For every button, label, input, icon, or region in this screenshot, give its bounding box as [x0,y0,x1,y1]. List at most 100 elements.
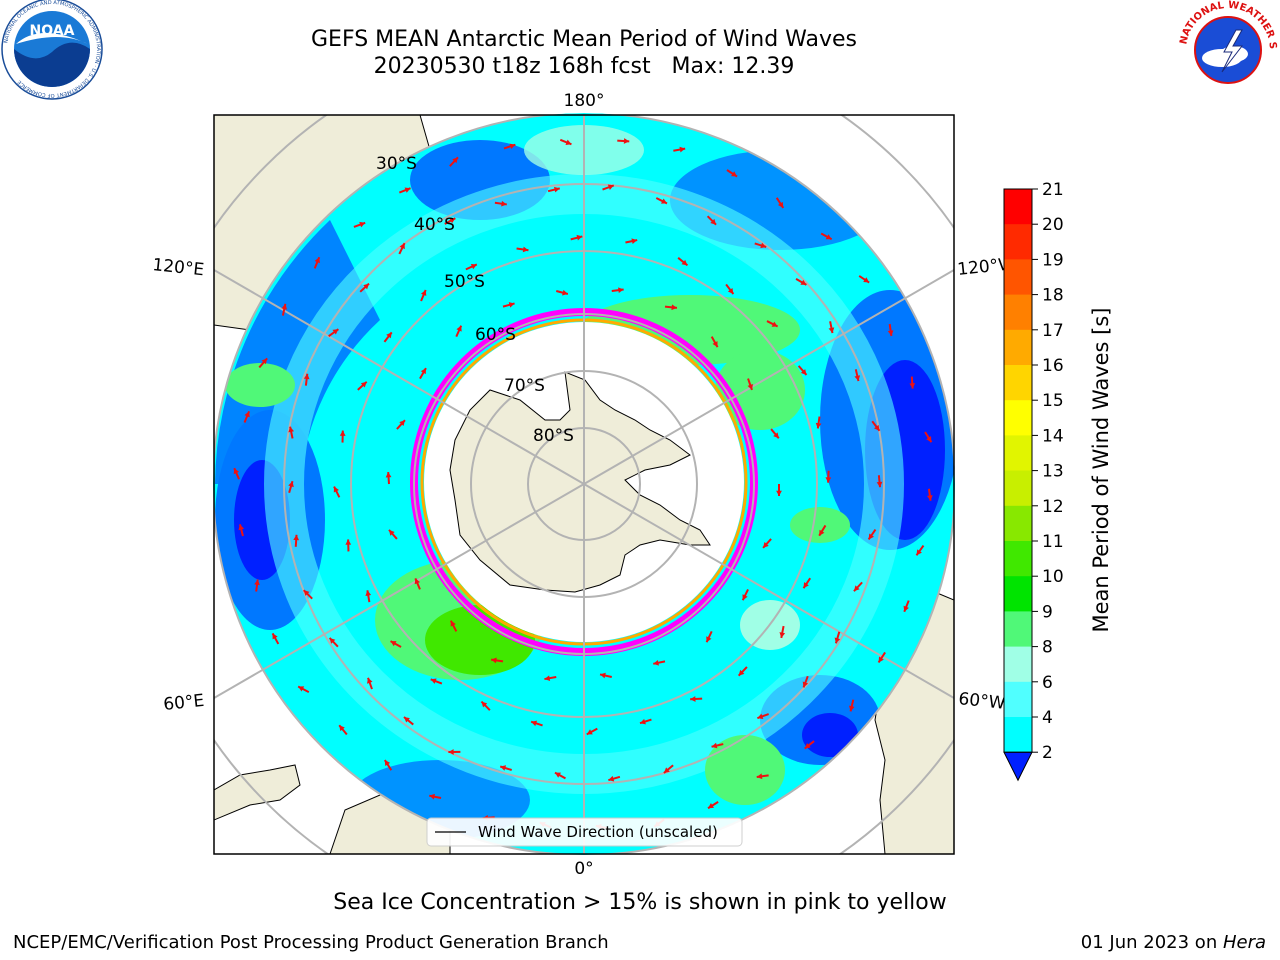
colorbar-tick-label: 15 [1042,391,1064,411]
wave-arrow-head [429,793,435,800]
wind-wave-arrows [233,138,933,830]
wave-arrow-head [834,637,841,644]
footer-machine: Hera [1222,932,1266,953]
wave-arrow-head [554,772,561,778]
wave-arrow-head [926,436,932,443]
wave-arrow-head [853,585,860,592]
colorbar-band [1004,646,1032,683]
wave-arrow-head [389,529,395,536]
wave-arrow-head [332,329,339,335]
wave-arrow-head [887,330,894,336]
wave-arrow-head [710,218,717,225]
colorbar-tick-label: 8 [1042,638,1053,658]
colorbar-band [1004,681,1032,718]
wave-arrow-head [878,656,884,663]
wave-arrow-head [640,718,646,725]
colorbar-band [1004,470,1032,507]
wave-arrow-head [631,238,638,244]
wave-arrow-head [776,490,782,496]
wave-arrow-head [281,303,288,310]
wave-arrow-head [288,481,294,488]
sea-ice-caption: Sea Ice Concentration > 15% is shown in … [333,890,947,915]
wave-arrow-head [653,659,660,666]
colorbar-tick-label: 9 [1042,602,1053,622]
lat-label-40s: 40°S [414,215,455,235]
colorbar-tick-label: 10 [1042,567,1064,587]
colorbar-band [1004,611,1032,648]
footer-credit: NCEP/EMC/Verification Post Processing Pr… [13,932,609,953]
map-gridlines [214,115,954,854]
wave-arrow-head [481,701,488,708]
wave-arrow-head [360,381,367,388]
wave-arrow-head [339,725,345,732]
wave-arrow-head [660,198,667,204]
wave-arrow-head [731,171,738,177]
colorbar-tick-label: 4 [1042,708,1053,728]
legend-label: Wind Wave Direction (unscaled) [478,823,718,841]
wave-arrow-head [386,332,392,339]
wave-arrow-head [384,760,391,767]
wave-arrow-head [777,201,784,208]
wave-arrow-head [802,681,809,688]
lon-label-0: 0° [574,859,593,879]
wave-arrow-head [385,472,392,478]
wave-arrow-head [679,146,686,153]
colorbar-band [1004,400,1032,436]
wave-arrow-head [303,373,310,380]
wave-arrow-head [576,234,583,241]
wave-arrow-head [345,539,352,545]
wave-arrow-head [390,641,397,647]
wave-arrow-head [876,481,883,488]
chart-title: GEFS MEAN Antarctic Mean Period of Wind … [311,27,857,52]
colorbar-tick-label: 18 [1042,286,1064,306]
colorbar-tick-label: 20 [1042,215,1064,235]
wave-arrow-head [600,672,606,679]
wave-arrow-head [404,187,411,193]
wave-arrow-head [420,368,426,375]
colorbar-tick-label: 13 [1042,462,1064,482]
wave-arrow-head [452,157,458,164]
colorbar: 21 20 19 18 17 16 15 14 13 12 11 10 9 8 6 4 2 Mean Perio… [1003,180,1113,782]
wave-arrow-head [803,582,809,589]
wave-arrow-head [565,139,572,145]
footer-date: 01 Jun 2023 on Hera [1081,932,1266,953]
colorbar-tick-label: 11 [1042,532,1064,552]
wave-arrow-head [747,383,753,390]
wave-arrow-head [403,716,410,723]
wave-arrow-head [303,590,310,596]
colorbar-tick-label: 6 [1042,673,1053,693]
map-frame [213,114,955,855]
wave-arrow-head [544,675,551,682]
colorbar-band [1004,329,1032,366]
colorbar-band [1004,259,1032,296]
colorbar-band [1004,189,1032,225]
wave-arrow-head [298,686,305,692]
lon-label-60w: 60°W [957,689,1006,714]
wave-arrow-head [562,289,568,296]
wave-arrow-head [456,325,462,332]
wave-arrow-head [825,234,832,240]
wave-arrow-head [339,430,346,436]
wave-arrow-head [367,677,373,684]
wave-arrow-head [333,486,339,493]
wave-arrow-head [916,549,922,556]
colorbar-band [1004,717,1032,753]
wave-arrow-head [500,765,507,771]
wave-arrow-head [903,605,909,612]
footer-date-text: 01 Jun 2023 on [1080,932,1223,953]
wave-arrow-head [586,729,593,735]
lat-label-70s: 70°S [504,376,545,396]
colorbar-tick-label: 12 [1042,497,1064,517]
wave-arrow-head [449,218,456,224]
colorbar-tick-label: 2 [1042,743,1053,763]
wave-arrow-head [414,578,421,585]
wave-arrow-head [742,594,748,601]
wave-arrow-head [825,477,832,483]
wave-arrow-head [314,257,320,264]
wave-arrow-head [706,636,712,643]
wave-arrow-head [819,529,825,536]
wave-arrow-head [244,411,250,418]
wave-arrow-head [681,259,688,266]
wave-arrow-head [233,468,240,475]
wave-arrow-head [727,288,734,294]
